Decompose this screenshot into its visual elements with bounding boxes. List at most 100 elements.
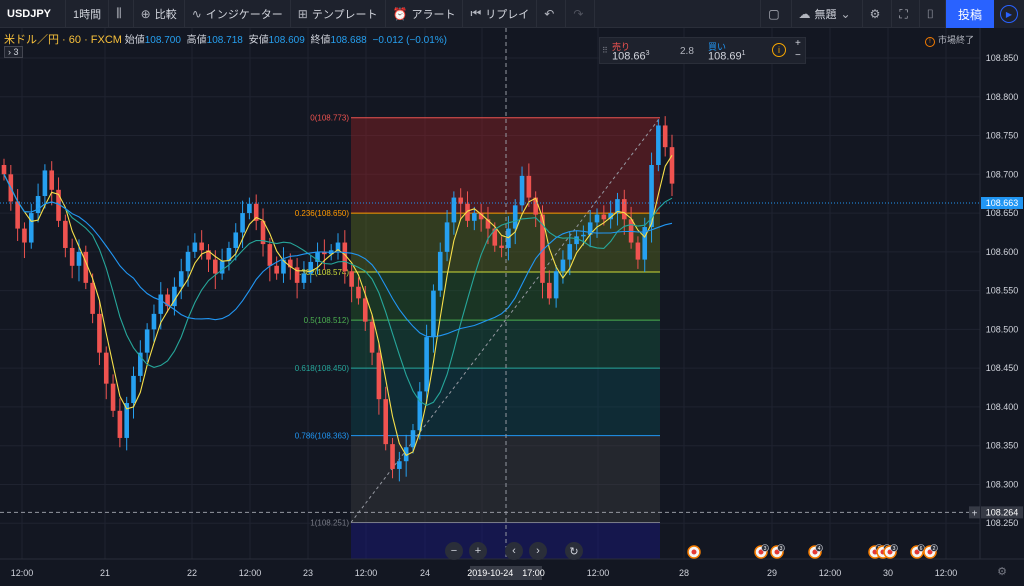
candle-body	[608, 213, 613, 220]
plus-icon[interactable]: +	[795, 38, 801, 49]
buy-price: 108.69	[708, 50, 742, 63]
price-tick-label: 108.550	[986, 286, 1019, 296]
chart-type-button[interactable]: ⫼	[109, 0, 134, 28]
event-count-label: 3	[893, 546, 896, 552]
price-tick-label: 108.650	[986, 208, 1019, 218]
axis-gear-icon[interactable]: ⚙	[997, 565, 1007, 578]
fib-level-label: 0.5(108.512)	[304, 316, 350, 325]
templates-button[interactable]: ⊞ テンプレート	[291, 0, 386, 28]
flag-icon	[758, 549, 764, 555]
fullscreen-button[interactable]: ⛶	[892, 0, 920, 28]
info-icon[interactable]: i	[772, 43, 786, 57]
price-tick-label: 108.750	[986, 131, 1019, 141]
time-axis-labels: 12:00 21 22 12:00 23 12:00 24 12:00 12:00 28 29 12:…	[11, 566, 957, 580]
time-tick-label: 12:00	[587, 568, 610, 578]
scroll-left-button[interactable]: ‹	[505, 542, 523, 560]
candle-body	[635, 242, 641, 260]
interval-button[interactable]: 1時間	[66, 0, 110, 28]
minus-icon: −	[450, 545, 458, 557]
symbol-search[interactable]: USDJPY	[0, 0, 66, 28]
event-markers[interactable]: 33433362	[687, 544, 938, 559]
buy-button[interactable]: 108.691	[708, 50, 746, 63]
buy-label[interactable]: 買い	[708, 42, 727, 52]
drag-handle-icon[interactable]: ⠿	[602, 46, 608, 55]
candle-body	[22, 228, 27, 243]
crosshair-price-label: 108.264	[986, 507, 1019, 517]
candle-body	[437, 251, 443, 291]
event-count-badge	[930, 544, 938, 552]
undo-button[interactable]: ↶	[537, 0, 567, 28]
fib-level-label: 0.382(108.574)	[295, 268, 350, 277]
candle-body	[253, 203, 259, 221]
event-count-badge	[777, 544, 785, 552]
time-tick-label: 29	[767, 568, 777, 578]
square-icon: ▢	[768, 7, 780, 21]
play-icon: ▶	[1000, 5, 1018, 23]
candle-body	[642, 227, 648, 260]
candle-body	[356, 286, 361, 299]
alert-button[interactable]: ⏰ アラート	[386, 0, 464, 28]
time-tick-label: 24	[420, 568, 430, 578]
play-button[interactable]: ▶	[994, 0, 1024, 28]
candle-body	[533, 197, 538, 215]
event-count-label: 2	[933, 546, 936, 552]
candle-body	[301, 273, 307, 283]
candle-body	[294, 267, 300, 283]
crosshair-price-badge	[981, 506, 1023, 519]
event-count-badge	[890, 544, 898, 552]
candle-body	[519, 175, 525, 206]
flag-icon	[914, 549, 920, 555]
event-count-label: 4	[818, 546, 821, 552]
candle-body	[390, 444, 395, 469]
indicator-collapse-toggle[interactable]: › 3	[4, 46, 23, 58]
sell-button[interactable]: 108.663	[612, 50, 650, 63]
candle-body	[49, 170, 55, 190]
indicators-button[interactable]: ∿ インジケーター	[185, 0, 291, 28]
layout-button[interactable]: ▢	[760, 0, 792, 28]
plus-icon: +	[972, 508, 978, 519]
zoom-out-button[interactable]: −	[445, 542, 463, 560]
candle-body	[417, 391, 423, 431]
candle-body	[178, 271, 184, 287]
candle-body	[662, 125, 668, 148]
flag-icon	[872, 549, 878, 555]
spread-value: 2.8	[680, 46, 694, 57]
compare-button[interactable]: ⊕ 比較	[134, 0, 185, 28]
market-closed-icon: !	[925, 37, 935, 47]
candle-body	[308, 261, 314, 274]
candle-body	[267, 244, 273, 266]
event-count-label: 3	[764, 546, 767, 552]
zoom-in-button[interactable]: +	[469, 542, 487, 560]
candle-body	[131, 375, 136, 404]
minus-icon[interactable]: −	[795, 50, 801, 61]
scroll-right-button[interactable]: ›	[529, 542, 547, 560]
candle-body	[151, 313, 157, 330]
sell-label[interactable]: 売り	[612, 42, 631, 52]
candle-body	[103, 352, 109, 384]
candle-body	[165, 294, 170, 307]
candle-body	[444, 222, 450, 252]
post-button[interactable]: 投稿	[945, 0, 994, 28]
candle-body	[574, 236, 579, 245]
time-tick-label: 30	[883, 568, 893, 578]
collapsed-count: 3	[13, 47, 19, 57]
candle-body	[15, 201, 20, 229]
candle-body	[335, 242, 341, 251]
replay-button[interactable]: ⏮ リプレイ	[463, 0, 538, 28]
legend-symbol[interactable]: 米ドル／円 · 60 · FXCM	[4, 34, 122, 46]
layout-name-button[interactable]: ☁ 無題 ⌄	[792, 0, 863, 28]
reset-chart-button[interactable]: ↻	[565, 542, 583, 560]
candle-body	[601, 214, 607, 220]
redo-button[interactable]: ↷	[566, 0, 596, 28]
snapshot-button[interactable]: ⌷	[920, 0, 946, 28]
candle-body	[560, 259, 566, 272]
chart-grid	[0, 28, 980, 559]
settings-button[interactable]: ⚙	[863, 0, 893, 28]
fibonacci-retracement[interactable]: 0(108.773) 0.236(108.650) 0.382(108.574) 0.…	[295, 114, 661, 559]
legend-open-value: 108.700	[144, 35, 181, 46]
price-axis[interactable]	[980, 28, 1024, 559]
fullscreen-icon: ⛶	[899, 6, 908, 21]
candle-body	[410, 430, 416, 448]
fib-level-label: 1(108.251)	[310, 518, 349, 527]
